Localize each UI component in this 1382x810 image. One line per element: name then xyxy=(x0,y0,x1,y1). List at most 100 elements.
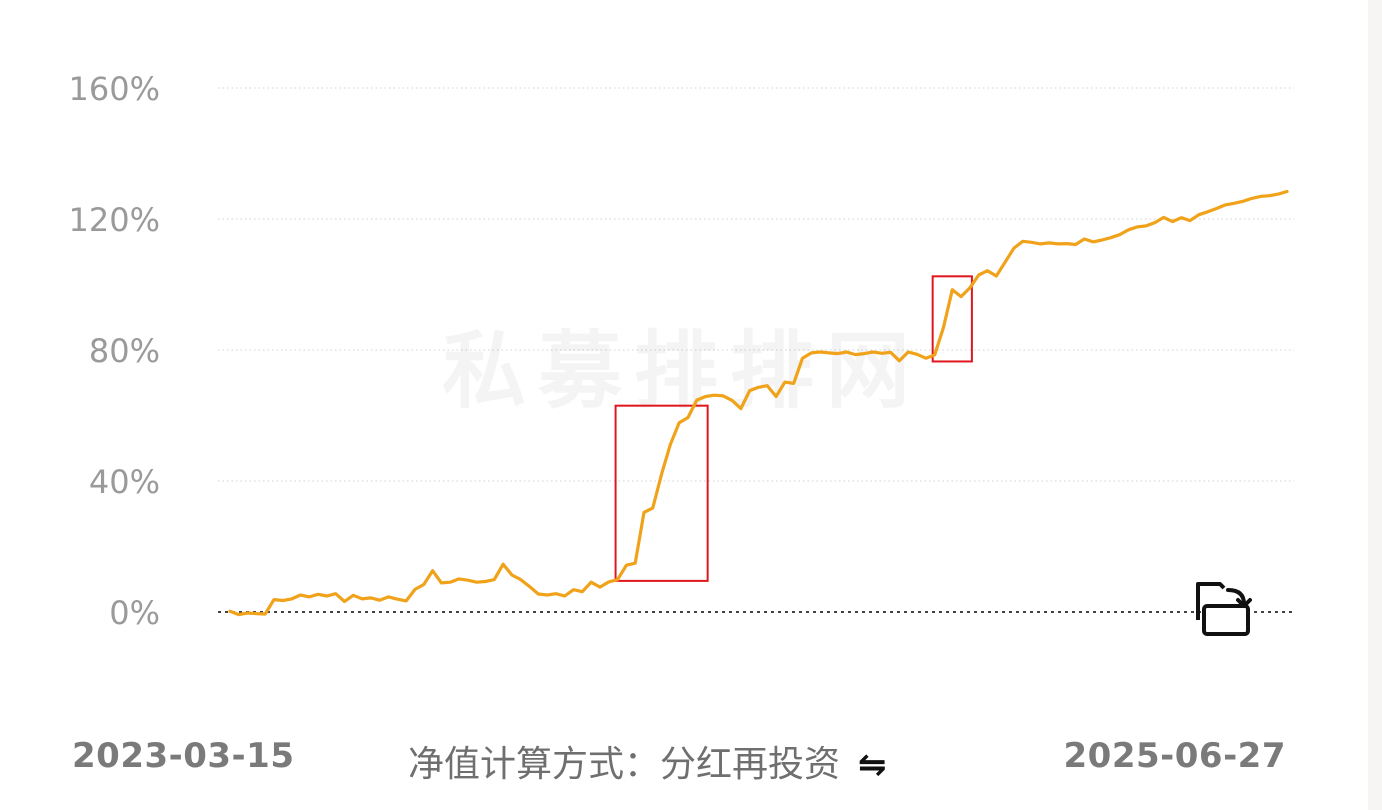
data-point xyxy=(1048,241,1051,245)
data-point xyxy=(722,394,725,398)
data-point xyxy=(422,583,425,586)
data-point xyxy=(1136,225,1139,229)
data-point xyxy=(986,269,989,272)
data-point xyxy=(1109,236,1113,239)
data-point xyxy=(519,578,522,581)
y-tick-label: 120% xyxy=(69,201,160,239)
data-point xyxy=(933,353,936,357)
data-point xyxy=(1012,246,1016,250)
data-point xyxy=(316,593,320,596)
data-point xyxy=(827,351,831,355)
data-point xyxy=(431,569,434,572)
data-point xyxy=(1277,192,1280,196)
data-point xyxy=(1162,216,1165,219)
data-point xyxy=(1144,224,1148,228)
data-point xyxy=(1180,216,1183,219)
data-point xyxy=(871,350,875,354)
data-point xyxy=(792,382,795,385)
data-point xyxy=(1153,221,1157,224)
data-point xyxy=(1250,197,1254,200)
rotate-screen-icon[interactable] xyxy=(1196,582,1252,636)
data-point xyxy=(352,594,355,597)
data-point xyxy=(1127,228,1130,231)
swap-arrows-icon[interactable]: ⇋ xyxy=(858,745,887,785)
data-point xyxy=(836,352,839,355)
data-point xyxy=(299,593,302,597)
data-point xyxy=(854,353,857,356)
data-point xyxy=(343,600,346,603)
y-tick-label: 0% xyxy=(109,594,160,632)
data-point xyxy=(228,610,232,613)
data-point xyxy=(1268,194,1271,197)
data-point xyxy=(1065,242,1069,245)
highlight-layer xyxy=(614,275,973,582)
data-point xyxy=(325,594,329,598)
data-point xyxy=(1056,242,1060,246)
data-point xyxy=(501,563,505,566)
data-point xyxy=(959,295,963,298)
data-point xyxy=(616,578,619,581)
data-point xyxy=(651,506,654,510)
calc-method-label: 净值计算方式：分红再投资 xyxy=(408,744,841,785)
data-point xyxy=(1083,237,1086,241)
data-point xyxy=(572,588,575,591)
data-point xyxy=(290,597,293,601)
data-point xyxy=(405,599,408,603)
data-point xyxy=(264,612,267,616)
data-point xyxy=(977,273,980,277)
data-point xyxy=(334,592,337,595)
data-point xyxy=(581,590,584,593)
y-axis-ticks: 160% 120% 80% 40% 0% xyxy=(69,70,160,632)
data-point xyxy=(475,581,478,584)
data-point xyxy=(1206,210,1209,213)
data-point xyxy=(660,472,663,476)
data-point xyxy=(1074,243,1077,246)
data-point xyxy=(308,595,311,599)
data-point xyxy=(1171,220,1174,223)
data-point xyxy=(387,595,390,599)
data-point xyxy=(563,594,566,598)
data-point xyxy=(669,443,672,446)
highlight-box xyxy=(931,275,973,363)
data-point xyxy=(484,580,487,583)
data-point xyxy=(378,599,381,602)
data-point xyxy=(1197,213,1201,216)
data-point xyxy=(545,593,549,597)
data-point xyxy=(1030,241,1033,244)
data-point xyxy=(1241,200,1245,203)
data-point xyxy=(510,573,514,577)
y-tick-label: 80% xyxy=(89,332,160,370)
data-point xyxy=(272,598,276,601)
data-point xyxy=(678,421,681,424)
data-point xyxy=(1215,207,1218,210)
right-edge-strip xyxy=(1368,0,1382,810)
data-point xyxy=(396,598,399,601)
data-point xyxy=(757,386,760,389)
data-point xyxy=(774,395,778,398)
data-point xyxy=(1259,195,1262,198)
data-point xyxy=(1224,203,1227,207)
data-point xyxy=(880,352,883,355)
data-point xyxy=(924,357,928,360)
data-point xyxy=(801,357,804,360)
data-point xyxy=(413,588,417,591)
data-point xyxy=(1100,238,1104,242)
data-point xyxy=(537,592,540,596)
series-points xyxy=(228,190,1289,616)
data-point xyxy=(281,599,285,602)
data-point xyxy=(1092,240,1095,244)
data-point xyxy=(1003,261,1007,264)
highlight-box xyxy=(614,404,709,582)
grid-layer xyxy=(218,87,1294,613)
data-point xyxy=(915,353,919,356)
data-point xyxy=(554,592,558,595)
data-point xyxy=(634,562,637,565)
data-point xyxy=(1021,240,1024,243)
data-point xyxy=(695,398,698,402)
y-tick-label: 40% xyxy=(89,463,160,501)
data-point xyxy=(889,351,892,354)
data-point xyxy=(246,611,249,615)
data-point xyxy=(810,351,813,355)
calc-method-toggle[interactable]: 净值计算方式：分红再投资 ⇋ xyxy=(408,735,887,787)
